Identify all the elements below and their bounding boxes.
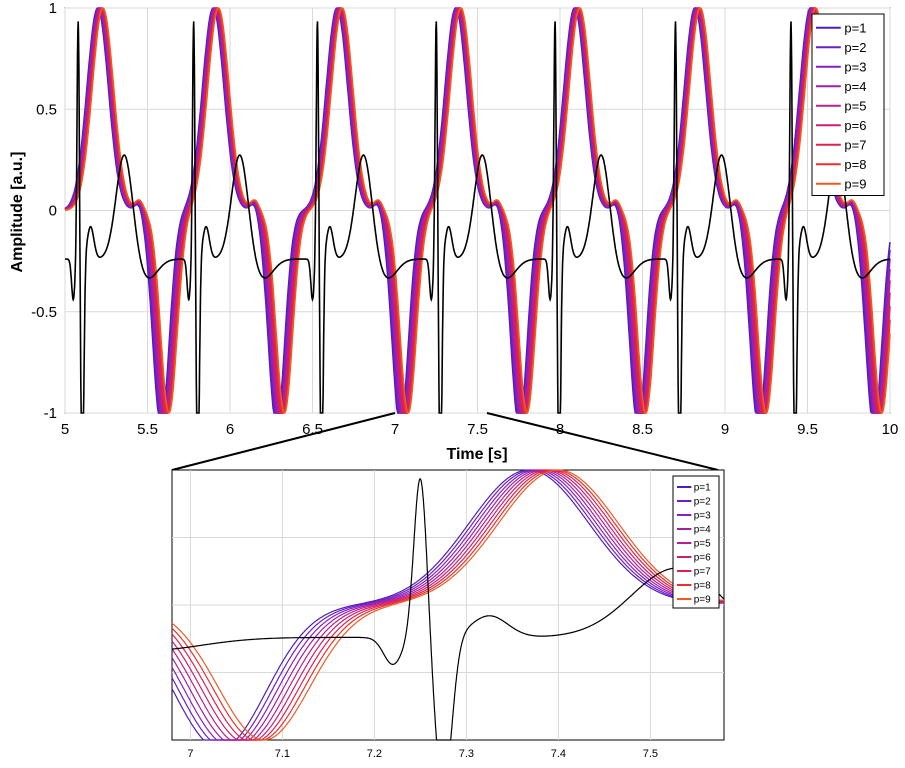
main-x-axis-label: Time [s] [446, 446, 507, 463]
inset-legend-label: p=4 [694, 525, 711, 536]
main-x-tick-label: 5.5 [137, 421, 158, 438]
inset-legend-label: p=9 [694, 595, 711, 606]
inset-series-p6 [171, 469, 725, 741]
inset-series-group [171, 469, 725, 741]
main-x-tick-label: 8 [556, 421, 564, 438]
inset-series-ecg [172, 478, 725, 741]
main-grid [64, 7, 891, 414]
inset-x-tick-label: 7.1 [275, 748, 290, 760]
main-x-tick-label: 10 [882, 421, 899, 438]
main-y-tick-label: -1 [44, 405, 57, 422]
main-legend-label: p=7 [844, 137, 866, 152]
inset-series-p7 [171, 469, 724, 741]
inset-legend: p=1 p=2 p=3 p=4 p=5 p=6 p=7 p=8 p=9 [672, 475, 720, 609]
main-series-group [64, 6, 891, 415]
inset-x-tick-label: 7.4 [551, 748, 566, 760]
main-legend-label: p=3 [844, 59, 866, 74]
inset-series-p5 [171, 469, 724, 741]
main-x-tick-label: 7 [391, 421, 399, 438]
inset-x-ticks: 7 7.1 7.2 7.3 7.4 7.5 [187, 748, 658, 760]
inset-series-p1 [171, 469, 725, 741]
zoom-connector-left [171, 412, 396, 471]
main-series-p9 [64, 6, 891, 415]
inset-x-tick-label: 7.2 [367, 748, 382, 760]
main-y-tick-label: -0.5 [31, 304, 57, 321]
main-y-tick-label: 0 [49, 203, 57, 220]
main-legend-label: p=8 [844, 157, 866, 172]
main-legend: p=1 p=2 p=3 p=4 p=5 p=6 p=7 p=8 p=9 [811, 13, 885, 196]
inset-x-tick-label: 7 [187, 748, 193, 760]
inset-series-p2 [171, 469, 724, 741]
main-y-tick-label: 1 [49, 0, 57, 17]
inset-legend-label: p=1 [694, 483, 711, 494]
inset-grid [172, 470, 724, 740]
main-y-tick-label: 0.5 [36, 101, 57, 118]
main-x-tick-label: 8.5 [632, 421, 653, 438]
inset-x-tick-label: 7.3 [459, 748, 474, 760]
main-legend-label: p=1 [844, 20, 866, 35]
inset-chart: 7 7.1 7.2 7.3 7.4 7.5 p=1p=2p=3p=4p=5p=6p=7p=… [171, 469, 725, 760]
main-x-tick-label: 5 [61, 421, 69, 438]
inset-legend-label: p=2 [694, 497, 711, 508]
inset-legend-label: p=7 [694, 567, 711, 578]
inset-series-p4 [171, 469, 725, 741]
main-legend-label: p=2 [844, 40, 866, 55]
inset-legend-label: p=6 [694, 553, 711, 564]
main-y-ticks: -1 -0.5 0 0.5 1 [31, 0, 57, 422]
main-y-axis-label: Amplitude [a.u.] [9, 152, 26, 273]
inset-legend-label: p=5 [694, 539, 711, 550]
main-legend-label: p=6 [844, 118, 866, 133]
inset-series-p9 [171, 469, 724, 741]
inset-x-tick-label: 7.5 [643, 748, 658, 760]
main-legend-label: p=9 [844, 176, 866, 191]
inset-series-p3 [171, 469, 724, 741]
main-legend-label: p=4 [844, 79, 866, 94]
main-legend-label: p=5 [844, 98, 866, 113]
main-x-tick-label: 7.5 [467, 421, 488, 438]
main-chart: 5 5.5 6 6.5 7 7.5 8 8.5 9 9.5 10 -1-0.500.51 Time … [9, 0, 898, 463]
main-x-tick-label: 9 [721, 421, 729, 438]
main-x-tick-label: 6 [226, 421, 234, 438]
main-x-ticks: 5 5.5 6 6.5 7 7.5 8 8.5 9 9.5 10 [61, 421, 899, 438]
inset-legend-label: p=8 [694, 581, 711, 592]
zoom-connector-right [486, 412, 719, 471]
inset-legend-label: p=3 [694, 511, 711, 522]
main-x-tick-label: 9.5 [797, 421, 818, 438]
main-series-ecg [65, 21, 890, 414]
